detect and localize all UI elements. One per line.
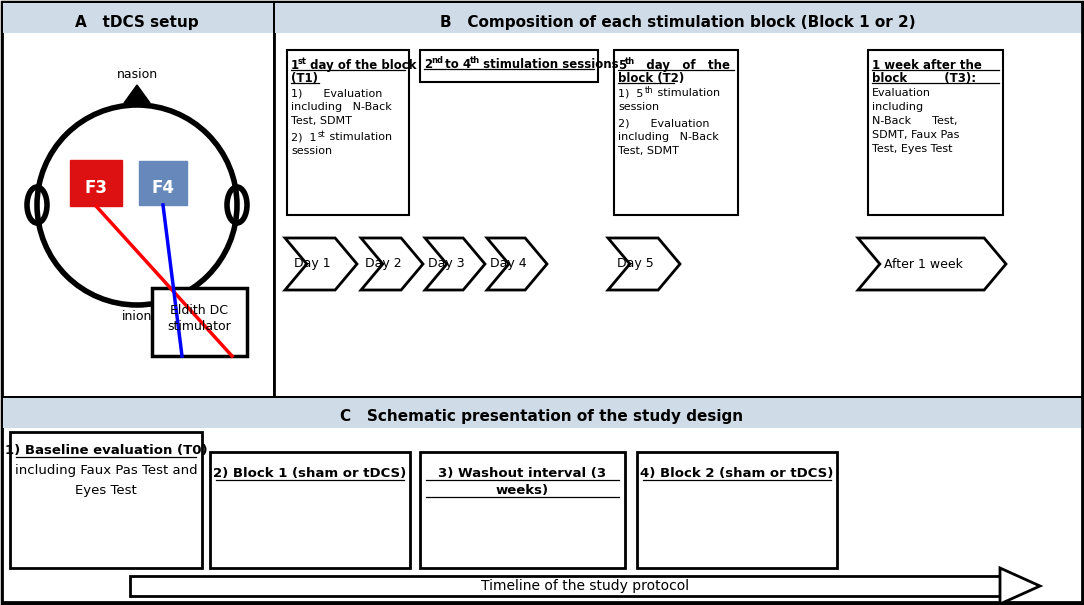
Text: 5: 5 <box>618 59 627 72</box>
Text: 1)      Evaluation: 1) Evaluation <box>291 88 383 98</box>
Bar <box>130 576 1001 596</box>
Polygon shape <box>285 238 357 290</box>
Bar <box>420 452 625 568</box>
Bar <box>3 3 273 33</box>
Text: 1: 1 <box>291 59 299 72</box>
Bar <box>420 50 598 82</box>
Text: inion: inion <box>121 310 152 323</box>
Text: including: including <box>872 102 924 112</box>
Text: stimulation: stimulation <box>326 132 392 142</box>
Bar <box>152 288 247 356</box>
Text: Eldith DC: Eldith DC <box>170 304 228 316</box>
Bar <box>274 2 1082 397</box>
Bar <box>868 50 1003 215</box>
Text: Timeline of the study protocol: Timeline of the study protocol <box>481 579 689 593</box>
Polygon shape <box>425 238 485 290</box>
Text: th: th <box>625 57 635 66</box>
Text: st: st <box>298 57 307 66</box>
Text: stimulation: stimulation <box>654 88 720 98</box>
Text: including   N-Back: including N-Back <box>618 132 719 142</box>
Text: Day 1: Day 1 <box>294 258 331 270</box>
Text: including Faux Pas Test and: including Faux Pas Test and <box>15 464 197 477</box>
Text: Day 3: Day 3 <box>428 258 465 270</box>
Text: Test, SDMT: Test, SDMT <box>291 116 352 126</box>
Text: (T1): (T1) <box>291 72 318 85</box>
Bar <box>614 50 738 215</box>
Bar <box>210 452 410 568</box>
Polygon shape <box>859 238 1006 290</box>
Text: 2)      Evaluation: 2) Evaluation <box>618 118 710 128</box>
Bar <box>287 50 409 215</box>
Text: th: th <box>645 86 654 95</box>
Text: to 4: to 4 <box>441 58 472 71</box>
Text: Eyes Test: Eyes Test <box>75 484 137 497</box>
Bar <box>3 398 1081 428</box>
Text: 3) Washout interval (3: 3) Washout interval (3 <box>438 467 606 480</box>
Text: weeks): weeks) <box>495 484 549 497</box>
Text: F3: F3 <box>85 179 107 197</box>
Text: 4) Block 2 (sham or tDCS): 4) Block 2 (sham or tDCS) <box>641 467 834 480</box>
Text: day   of   the: day of the <box>634 59 730 72</box>
Polygon shape <box>124 85 150 103</box>
Text: SDMT, Faux Pas: SDMT, Faux Pas <box>872 130 959 140</box>
Bar <box>10 432 202 568</box>
Text: F4: F4 <box>152 179 175 197</box>
Text: nasion: nasion <box>116 68 157 81</box>
Text: Test, SDMT: Test, SDMT <box>618 146 679 156</box>
Text: block (T2): block (T2) <box>618 72 684 85</box>
Text: including   N-Back: including N-Back <box>291 102 391 112</box>
Bar <box>2 397 1082 602</box>
Text: stimulator: stimulator <box>167 319 231 333</box>
Polygon shape <box>361 238 423 290</box>
Text: nd: nd <box>431 56 443 65</box>
Text: Test, Eyes Test: Test, Eyes Test <box>872 144 953 154</box>
Text: block         (T3):: block (T3): <box>872 72 976 85</box>
Text: session: session <box>291 146 332 156</box>
Text: stimulation sessions: stimulation sessions <box>479 58 619 71</box>
Text: 2: 2 <box>424 58 433 71</box>
Text: 1 week after the: 1 week after the <box>872 59 982 72</box>
Polygon shape <box>608 238 680 290</box>
Text: 2)  1: 2) 1 <box>291 132 317 142</box>
Text: N-Back      Test,: N-Back Test, <box>872 116 957 126</box>
Text: Day 4: Day 4 <box>490 258 527 270</box>
Text: st: st <box>318 130 325 139</box>
Polygon shape <box>1001 568 1040 604</box>
Bar <box>2 2 274 397</box>
Text: After 1 week: After 1 week <box>883 258 963 270</box>
Text: 1)  5: 1) 5 <box>618 88 644 98</box>
Text: Day 5: Day 5 <box>617 258 654 270</box>
Text: day of the block: day of the block <box>306 59 416 72</box>
Text: 1) Baseline evaluation (T0): 1) Baseline evaluation (T0) <box>4 444 207 457</box>
Text: Day 2: Day 2 <box>365 258 401 270</box>
Bar <box>139 161 188 205</box>
Bar <box>637 452 837 568</box>
Text: B   Composition of each stimulation block (Block 1 or 2): B Composition of each stimulation block … <box>440 15 916 30</box>
Bar <box>275 3 1081 33</box>
Text: C   Schematic presentation of the study design: C Schematic presentation of the study de… <box>340 410 744 425</box>
Text: session: session <box>618 102 659 112</box>
Text: th: th <box>470 56 480 65</box>
Text: Evaluation: Evaluation <box>872 88 931 98</box>
Bar <box>70 160 122 206</box>
Polygon shape <box>487 238 547 290</box>
Text: 2) Block 1 (sham or tDCS): 2) Block 1 (sham or tDCS) <box>214 467 406 480</box>
Text: A   tDCS setup: A tDCS setup <box>75 15 198 30</box>
